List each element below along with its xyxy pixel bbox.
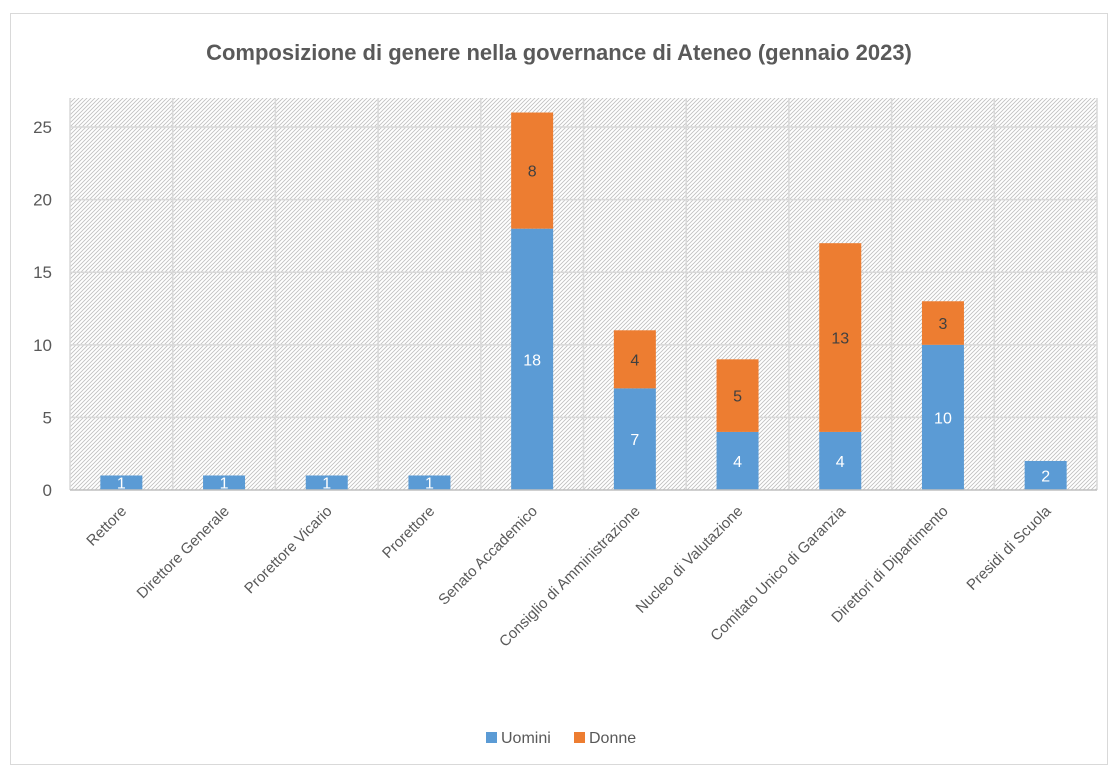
bar-uomini-segment <box>100 475 143 490</box>
data-label-uomini: 7 <box>630 432 639 449</box>
x-category-label: Direttore Generale <box>134 503 233 602</box>
y-tick-label: 5 <box>43 408 52 427</box>
data-label-uomini: 4 <box>836 454 845 471</box>
data-label-uomini: 1 <box>220 476 229 493</box>
bar-uomini-segment <box>511 228 554 490</box>
data-label-donne: 8 <box>528 164 537 181</box>
bar-donne-segment <box>716 359 759 432</box>
data-label-donne: 4 <box>630 352 639 369</box>
x-axis-categories: Rettore Direttore Generale Prorettore Vica… <box>83 502 1055 650</box>
data-label-uomini: 10 <box>934 410 952 427</box>
bar-uomini-segment <box>1024 460 1067 490</box>
x-category-label: Senato Accademico <box>435 503 541 609</box>
bar-uomini-segment <box>408 475 451 490</box>
data-label-uomini: 1 <box>425 476 434 493</box>
bar-uomini-segment <box>613 388 656 490</box>
x-category-label: Presidi di Scuola <box>963 502 1054 593</box>
x-category-label: Prorettore Vicario <box>241 503 335 597</box>
bar-uomini-segment <box>921 344 964 490</box>
bar-donne-segment <box>511 112 554 229</box>
bar-uomini-segment <box>819 431 862 490</box>
bar-uomini-segment <box>716 431 759 490</box>
legend-swatch-uomini <box>486 732 497 743</box>
data-label-uomini: 4 <box>733 454 742 471</box>
gridlines <box>69 98 1098 490</box>
y-tick-label: 25 <box>33 118 52 137</box>
bar-donne-segment <box>819 243 862 432</box>
x-category-label: Direttori di Dipartimento <box>828 503 951 626</box>
legend-label-donne: Donne <box>589 730 636 747</box>
y-tick-label: 15 <box>33 263 52 282</box>
y-tick-label: 20 <box>33 191 52 210</box>
data-label-uomini: 18 <box>523 352 541 369</box>
legend-swatch-donne <box>574 732 585 743</box>
data-labels: 1 1 1 1 18 8 7 4 4 5 4 13 10 3 2 <box>117 164 1050 493</box>
data-label-donne: 5 <box>733 389 742 406</box>
legend: Uomini Donne <box>486 730 636 747</box>
y-tick-label: 10 <box>33 336 52 355</box>
data-label-uomini: 2 <box>1041 468 1050 485</box>
bar-uomini-segment <box>203 475 246 490</box>
data-label-uomini: 1 <box>117 476 126 493</box>
bar-donne-segment <box>613 330 656 389</box>
bars <box>100 112 1067 490</box>
legend-label-uomini: Uomini <box>501 730 551 747</box>
data-label-uomini: 1 <box>322 476 331 493</box>
x-category-label: Prorettore <box>379 503 438 562</box>
y-axis-ticks: 0 5 10 15 20 25 <box>33 118 52 500</box>
data-label-donne: 3 <box>938 316 947 333</box>
chart-frame: Composizione di genere nella governance … <box>10 13 1108 765</box>
chart-title: Composizione di genere nella governance … <box>206 40 912 65</box>
bar-uomini-segment <box>305 475 348 490</box>
x-category-label: Rettore <box>83 503 130 550</box>
y-tick-label: 0 <box>43 481 52 500</box>
chart-canvas: Composizione di genere nella governance … <box>33 40 1098 747</box>
bar-donne-segment <box>921 301 964 345</box>
data-label-donne: 13 <box>831 331 849 348</box>
x-category-label: Nucleo di Valutazione <box>633 503 747 617</box>
